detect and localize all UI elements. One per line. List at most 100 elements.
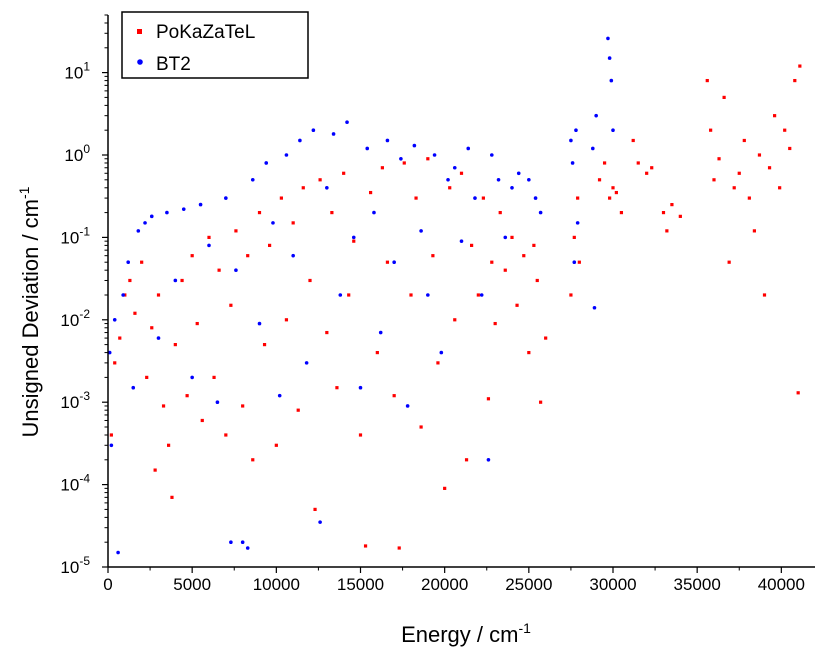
point-pokazatel <box>262 343 267 347</box>
point-pokazatel <box>229 303 233 307</box>
point-pokazatel <box>301 186 305 190</box>
point-pokazatel <box>522 254 526 258</box>
point-bt2 <box>405 404 410 408</box>
point-pokazatel <box>257 210 262 215</box>
point-bt2 <box>318 520 322 524</box>
point-pokazatel <box>576 196 580 200</box>
point-bt2 <box>496 178 501 182</box>
point-bt2 <box>190 375 194 380</box>
point-bt2 <box>136 229 141 233</box>
point-pokazatel <box>241 404 245 408</box>
point-bt2 <box>510 185 514 190</box>
point-pokazatel <box>342 171 346 175</box>
point-bt2 <box>392 260 396 265</box>
point-pokazatel <box>118 336 122 340</box>
point-pokazatel <box>597 178 602 182</box>
point-pokazatel <box>544 336 548 340</box>
point-bt2 <box>419 229 423 233</box>
point-pokazatel <box>614 190 618 195</box>
point-pokazatel <box>330 210 334 215</box>
legend-label-bt2: BT2 <box>156 54 191 75</box>
x-axis-title-sup: -1 <box>518 620 531 636</box>
point-bt2 <box>569 138 573 143</box>
point-bt2 <box>412 143 417 148</box>
x-tick-label: 20000 <box>421 575 468 594</box>
point-pokazatel <box>217 268 221 272</box>
point-pokazatel <box>284 318 289 322</box>
point-pokazatel <box>200 418 204 423</box>
point-bt2 <box>446 178 450 182</box>
point-bt2 <box>452 165 457 170</box>
point-bt2 <box>264 161 269 165</box>
point-pokazatel <box>375 350 379 355</box>
point-bt2 <box>338 293 343 297</box>
y-tick-label: 101 <box>64 60 90 83</box>
point-bt2 <box>358 385 363 390</box>
series-bt2 <box>107 36 615 555</box>
point-pokazatel <box>645 171 649 175</box>
point-pokazatel <box>539 400 543 404</box>
point-pokazatel <box>619 210 624 215</box>
point-pokazatel <box>796 391 800 395</box>
point-bt2 <box>572 260 577 265</box>
point-bt2 <box>198 202 203 207</box>
point-pokazatel <box>762 293 767 297</box>
point-pokazatel <box>532 243 536 247</box>
point-pokazatel <box>128 278 132 283</box>
point-pokazatel <box>535 278 539 283</box>
point-pokazatel <box>602 161 607 165</box>
point-pokazatel <box>109 433 113 437</box>
point-bt2 <box>574 128 578 132</box>
x-axis-title: Energy / cm-1 <box>401 620 531 647</box>
point-bt2 <box>486 457 491 462</box>
point-pokazatel <box>397 546 401 550</box>
point-pokazatel <box>611 186 615 190</box>
point-pokazatel <box>313 507 317 512</box>
point-bt2 <box>538 210 543 215</box>
point-pokazatel <box>783 128 787 132</box>
point-pokazatel <box>190 254 194 258</box>
point-bt2 <box>143 221 147 225</box>
point-bt2 <box>277 393 282 398</box>
point-bt2 <box>304 361 309 365</box>
point-pokazatel <box>631 138 635 143</box>
point-pokazatel <box>246 254 250 258</box>
point-bt2 <box>173 278 178 283</box>
point-bt2 <box>570 161 575 165</box>
point-bt2 <box>112 317 117 322</box>
point-bt2 <box>490 153 494 157</box>
x-tick-label: 40000 <box>758 575 805 594</box>
point-bt2 <box>165 210 169 215</box>
point-pokazatel <box>650 166 654 170</box>
y-tick-label: 10-2 <box>60 307 90 330</box>
point-pokazatel <box>510 235 514 239</box>
point-pokazatel <box>133 311 137 315</box>
point-bt2 <box>533 196 538 200</box>
point-pokazatel <box>392 394 396 398</box>
y-tick-label: 10-1 <box>60 224 90 247</box>
point-pokazatel <box>527 350 531 355</box>
point-pokazatel <box>167 443 171 447</box>
x-tick-label: 0 <box>103 575 112 594</box>
point-pokazatel <box>670 203 674 207</box>
point-bt2 <box>229 540 233 544</box>
point-pokazatel <box>778 186 782 190</box>
point-pokazatel <box>436 361 440 365</box>
point-pokazatel <box>251 458 255 462</box>
point-pokazatel <box>717 157 721 161</box>
point-bt2 <box>607 56 612 60</box>
point-bt2 <box>426 293 430 297</box>
point-pokazatel <box>234 229 238 233</box>
point-bt2 <box>479 293 484 297</box>
point-pokazatel <box>498 210 502 215</box>
point-pokazatel <box>572 235 576 239</box>
point-bt2 <box>156 336 161 340</box>
legend-box <box>121 11 309 79</box>
axes <box>102 14 815 573</box>
x-tick-label: 25000 <box>505 575 552 594</box>
point-bt2 <box>116 550 120 555</box>
tick-labels: 0 5000 10000 15000 20000 25000 30000 35000 40000… <box>60 60 805 594</box>
point-pokazatel <box>431 254 435 258</box>
point-pokazatel <box>767 166 772 170</box>
